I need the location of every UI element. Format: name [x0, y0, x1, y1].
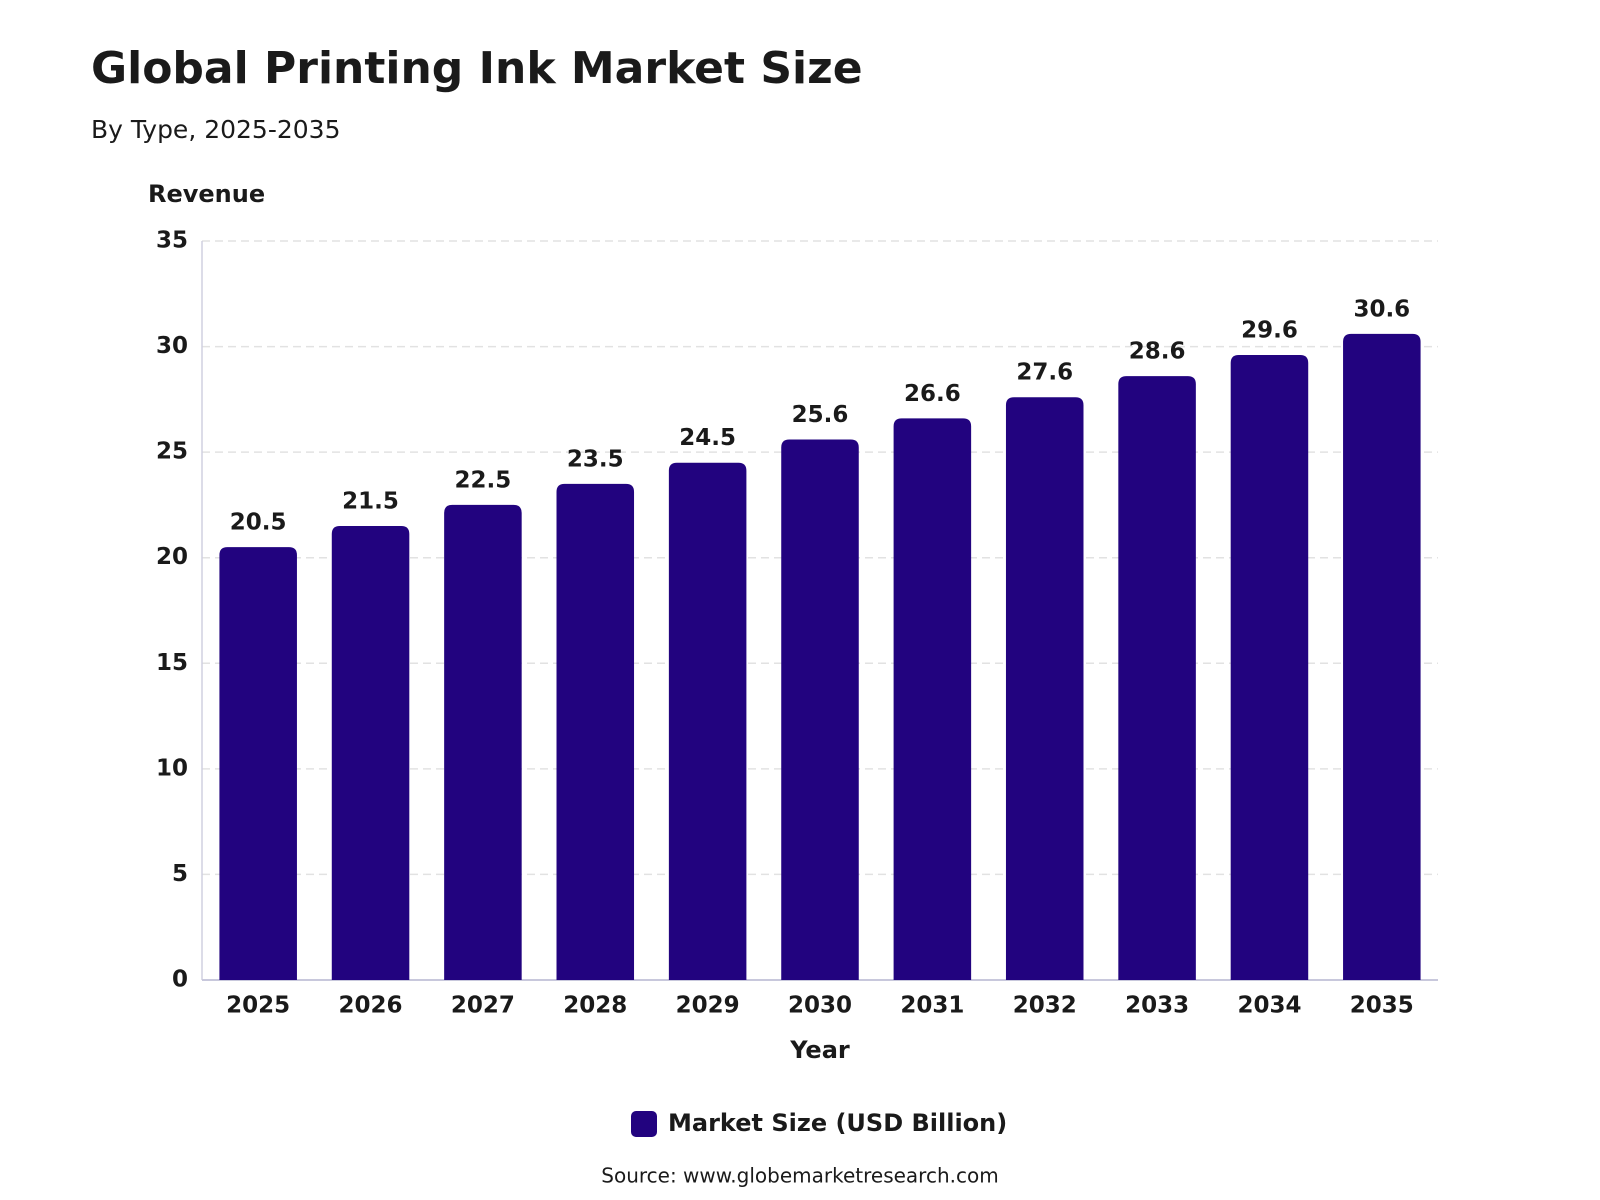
x-tick-label: 2032 [1013, 993, 1077, 1019]
x-tick-label: 2029 [676, 993, 740, 1019]
value-label: 23.5 [567, 446, 624, 472]
source: Source: www.globemarketresearch.com [601, 1164, 998, 1188]
bar [668, 462, 747, 980]
x-tick-label: 2028 [563, 993, 627, 1019]
bar [781, 439, 859, 981]
y-tick-label: 25 [156, 439, 188, 465]
bar [556, 483, 635, 980]
x-tick-label: 2035 [1350, 993, 1414, 1019]
x-tick-label: 2026 [339, 993, 403, 1019]
y-tick-label: 5 [172, 861, 188, 887]
bar [1118, 376, 1196, 980]
bar [219, 547, 297, 980]
chart-title: Global Printing Ink Market Size [91, 43, 863, 94]
y-axis-title: Revenue [148, 180, 265, 208]
bar [1230, 355, 1309, 980]
x-tick-label: 2027 [451, 993, 515, 1019]
value-label: 30.6 [1353, 296, 1410, 322]
y-tick-label: 30 [156, 333, 188, 359]
value-label: 28.6 [1129, 339, 1186, 365]
x-tick-label: 2030 [788, 993, 852, 1019]
legend-swatch [631, 1111, 657, 1137]
value-label: 26.6 [904, 381, 961, 407]
legend-label: Market Size (USD Billion) [668, 1109, 1007, 1137]
y-tick-label: 35 [156, 228, 188, 254]
y-tick-label: 0 [172, 967, 188, 993]
value-label: 24.5 [679, 425, 736, 451]
y-tick-label: 20 [156, 544, 188, 570]
y-tick-label: 10 [156, 755, 188, 781]
chart-subtitle: By Type, 2025-2035 [91, 115, 340, 144]
value-label: 20.5 [230, 510, 287, 536]
value-label: 21.5 [342, 489, 399, 515]
x-tick-label: 2034 [1237, 993, 1301, 1019]
bar [1005, 397, 1084, 980]
value-label: 29.6 [1241, 318, 1298, 344]
x-tick-label: 2031 [900, 993, 964, 1019]
x-tick-label: 2033 [1125, 993, 1189, 1019]
value-label: 27.6 [1016, 360, 1073, 386]
x-tick-label: 2025 [226, 993, 290, 1019]
bar [444, 504, 522, 980]
x-axis-title: Year [789, 1036, 850, 1064]
bar [893, 418, 972, 980]
y-tick-label: 15 [156, 650, 188, 676]
value-label: 25.6 [792, 402, 849, 428]
bar [331, 526, 410, 980]
bar [1343, 333, 1421, 981]
value-label: 22.5 [455, 467, 512, 493]
